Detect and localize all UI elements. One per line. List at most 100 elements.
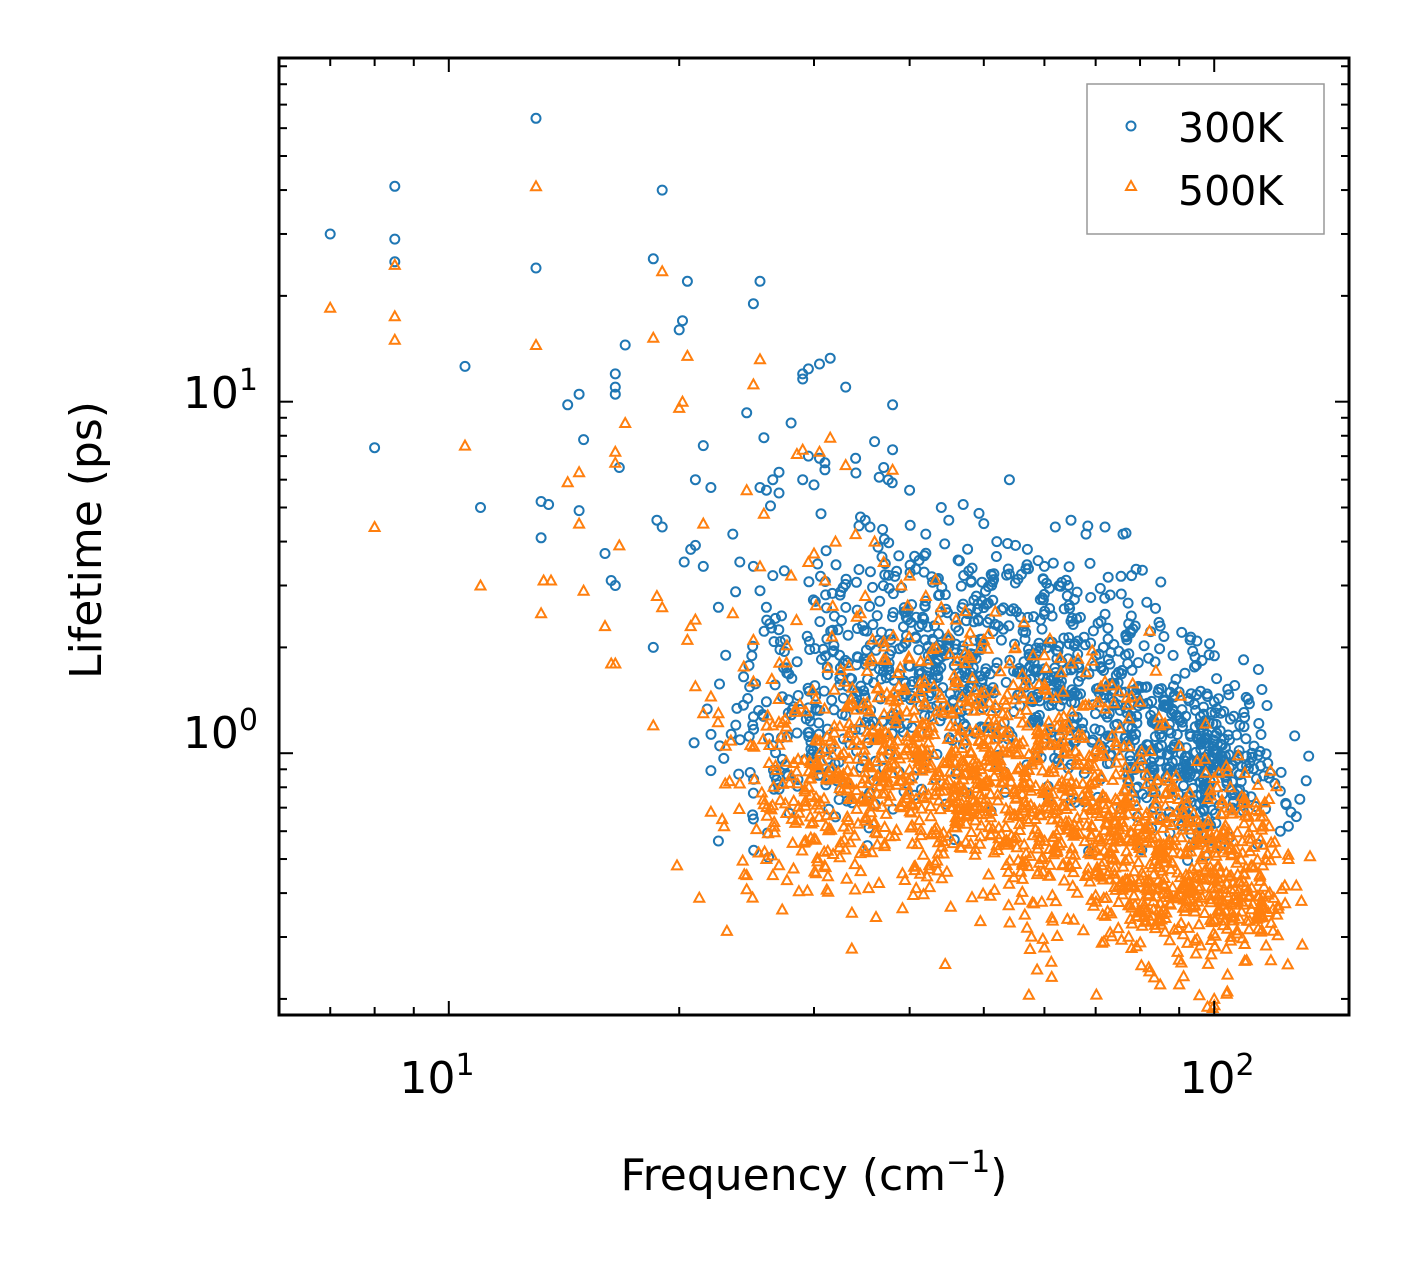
point-500k bbox=[823, 430, 837, 443]
point-500k bbox=[1136, 868, 1150, 881]
point-500k bbox=[759, 851, 774, 864]
point-500k bbox=[1179, 791, 1193, 804]
point-500k bbox=[1083, 776, 1097, 789]
point-500k bbox=[976, 886, 990, 899]
point-300k bbox=[1047, 557, 1059, 569]
point-500k bbox=[937, 783, 951, 796]
point-500k bbox=[1130, 798, 1144, 811]
point-500k bbox=[1092, 830, 1107, 843]
point-500k bbox=[849, 702, 863, 715]
point-500k bbox=[1149, 663, 1163, 676]
point-300k bbox=[1182, 692, 1194, 704]
point-500k bbox=[921, 723, 936, 736]
svg-text:101: 101 bbox=[399, 1048, 474, 1104]
point-500k bbox=[1010, 747, 1024, 760]
point-500k bbox=[878, 819, 892, 832]
point-500k bbox=[1024, 929, 1039, 942]
point-500k bbox=[894, 578, 908, 591]
point-500k bbox=[1117, 739, 1131, 752]
point-500k bbox=[821, 869, 835, 882]
point-500k bbox=[1201, 813, 1215, 826]
point-500k bbox=[940, 864, 954, 877]
point-300k bbox=[767, 740, 779, 752]
point-300k bbox=[980, 663, 992, 675]
point-500k bbox=[1169, 768, 1183, 781]
point-300k bbox=[785, 417, 797, 429]
point-500k bbox=[675, 394, 690, 407]
point-300k bbox=[760, 601, 772, 613]
point-300k bbox=[1126, 570, 1138, 582]
point-500k bbox=[1160, 814, 1174, 827]
point-500k bbox=[1062, 717, 1076, 730]
point-500k bbox=[1247, 860, 1261, 873]
point-300k bbox=[978, 518, 990, 530]
point-300k bbox=[1136, 564, 1148, 576]
point-300k bbox=[958, 570, 970, 581]
point-500k bbox=[889, 746, 904, 759]
point-500k bbox=[1109, 734, 1123, 747]
point-500k bbox=[988, 698, 1002, 711]
point-500k bbox=[1250, 852, 1265, 865]
point-500k bbox=[1043, 792, 1058, 805]
point-500k bbox=[848, 857, 862, 870]
point-500k bbox=[973, 702, 988, 715]
point-500k bbox=[1016, 734, 1030, 747]
point-500k bbox=[991, 842, 1005, 855]
point-500k bbox=[529, 179, 543, 192]
point-500k bbox=[1098, 908, 1112, 921]
svg-text:100: 100 bbox=[183, 703, 258, 759]
point-500k bbox=[1037, 940, 1052, 953]
point-500k bbox=[1104, 906, 1118, 919]
point-500k bbox=[1106, 772, 1120, 785]
point-500k bbox=[884, 705, 899, 718]
point-500k bbox=[1254, 809, 1268, 822]
point-500k bbox=[786, 861, 801, 874]
point-300k bbox=[1126, 722, 1138, 734]
point-500k bbox=[981, 641, 995, 654]
point-500k bbox=[736, 853, 750, 866]
point-500k bbox=[1068, 744, 1083, 757]
point-500k bbox=[842, 822, 856, 835]
point-500k bbox=[898, 681, 912, 694]
point-500k bbox=[1158, 924, 1172, 937]
point-500k bbox=[1215, 807, 1229, 820]
point-300k bbox=[875, 693, 887, 705]
point-500k bbox=[1138, 900, 1152, 913]
point-500k bbox=[1034, 808, 1048, 821]
point-300k bbox=[746, 650, 758, 662]
point-500k bbox=[1289, 878, 1303, 891]
point-500k bbox=[1166, 784, 1180, 797]
point-500k bbox=[756, 732, 770, 745]
point-500k bbox=[834, 748, 848, 761]
point-500k bbox=[914, 823, 928, 836]
point-500k bbox=[805, 683, 820, 696]
point-300k bbox=[864, 600, 876, 612]
point-500k bbox=[1243, 844, 1257, 857]
point-300k bbox=[976, 595, 988, 607]
point-300k bbox=[1185, 730, 1197, 742]
point-500k bbox=[908, 730, 922, 743]
point-500k bbox=[1225, 806, 1239, 819]
point-300k bbox=[797, 373, 809, 385]
point-500k bbox=[1058, 788, 1072, 801]
point-300k bbox=[741, 407, 753, 419]
point-500k bbox=[802, 771, 817, 784]
point-500k bbox=[1238, 765, 1252, 778]
point-500k bbox=[914, 801, 929, 814]
point-500k bbox=[977, 632, 991, 645]
point-300k bbox=[1203, 649, 1215, 661]
point-300k bbox=[782, 694, 794, 706]
point-500k bbox=[1131, 855, 1146, 868]
point-500k bbox=[892, 679, 906, 692]
point-500k bbox=[1062, 858, 1076, 871]
point-500k bbox=[1055, 719, 1070, 732]
point-500k bbox=[1148, 921, 1163, 934]
point-500k bbox=[977, 736, 992, 749]
point-500k bbox=[824, 822, 838, 835]
point-300k bbox=[904, 484, 916, 496]
point-500k bbox=[994, 775, 1008, 788]
point-300k bbox=[712, 601, 724, 613]
point-500k bbox=[909, 881, 923, 894]
point-500k bbox=[1134, 760, 1148, 773]
point-500k bbox=[945, 746, 960, 759]
